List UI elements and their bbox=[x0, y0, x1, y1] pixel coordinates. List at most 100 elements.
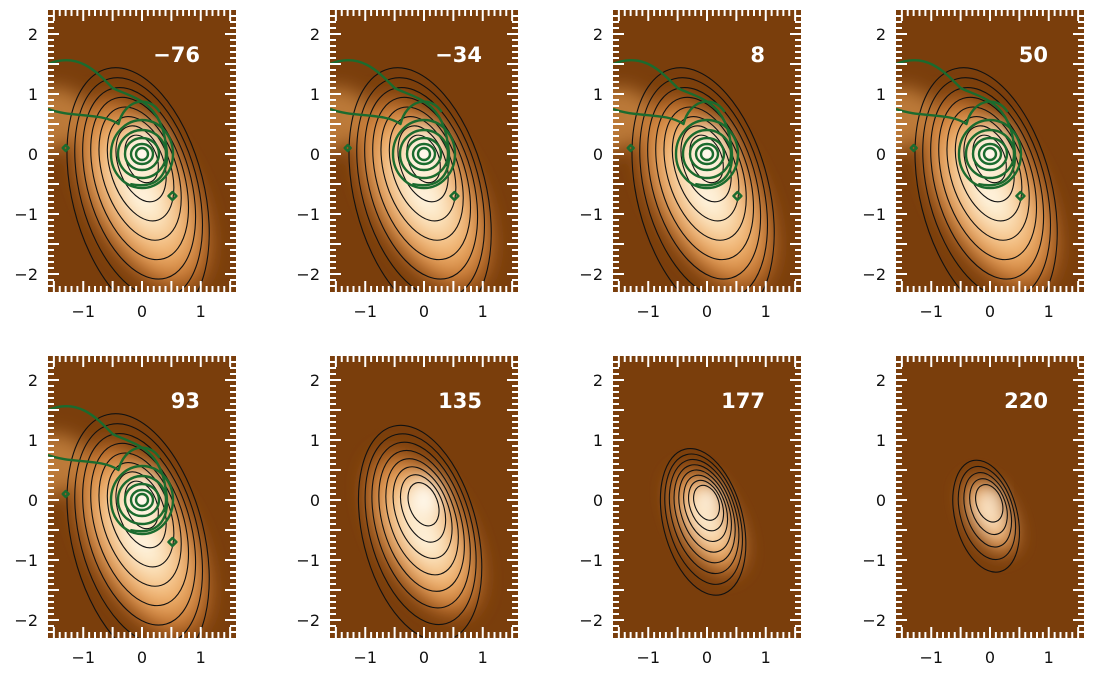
x-tick-label: −1 bbox=[636, 302, 660, 321]
x-tick-label: 0 bbox=[419, 648, 429, 667]
y-tick-label: 0 bbox=[310, 491, 320, 510]
map-contour bbox=[406, 134, 441, 184]
map-contour bbox=[969, 478, 1008, 536]
y-tick-label: 1 bbox=[876, 85, 886, 104]
panel-2: −34 −1 0 1 2 1 0 −1 −2 bbox=[296, 10, 518, 321]
x-tick-label: 1 bbox=[1044, 302, 1054, 321]
panel-label: 135 bbox=[438, 389, 482, 413]
map-contour bbox=[98, 452, 182, 587]
map-contour bbox=[407, 482, 440, 527]
map-contour bbox=[388, 115, 457, 222]
map-contour bbox=[380, 106, 464, 241]
overlay-contour bbox=[134, 146, 150, 162]
map-contour bbox=[972, 134, 1007, 184]
map-contour bbox=[357, 424, 483, 638]
panel-6: 135 −1 0 1 2 1 0 −1 −2 bbox=[296, 356, 518, 667]
y-tick-label: 0 bbox=[310, 145, 320, 164]
panel-label: 220 bbox=[1004, 389, 1048, 413]
y-tick-label: −1 bbox=[579, 551, 603, 570]
map-contour bbox=[364, 433, 477, 626]
frame-ticks bbox=[48, 356, 236, 638]
panel-1: −76 −1 0 1 2 1 0 −1 −2 bbox=[14, 10, 236, 321]
emission-core bbox=[398, 467, 450, 533]
emission-glow bbox=[64, 430, 220, 638]
panel-8: 220 −1 0 1 2 1 0 −1 −2 bbox=[862, 356, 1084, 667]
overlay-contour bbox=[694, 142, 720, 166]
overlay-contour bbox=[109, 118, 175, 190]
overlay-blob bbox=[343, 143, 352, 153]
emission-arm bbox=[48, 433, 85, 499]
x-tick-label: −1 bbox=[919, 302, 943, 321]
map-contour bbox=[963, 472, 1013, 548]
frame-ticks bbox=[613, 356, 801, 638]
overlay-contour bbox=[123, 482, 161, 518]
y-tick-label: −2 bbox=[14, 265, 38, 284]
x-tick-label: −1 bbox=[636, 648, 660, 667]
y-tick-label: 2 bbox=[28, 371, 38, 390]
emission-map bbox=[330, 58, 502, 292]
x-tick-label: 0 bbox=[985, 648, 995, 667]
map-contour bbox=[115, 471, 167, 549]
y-tick-label: 0 bbox=[876, 145, 886, 164]
y-tick-label: −1 bbox=[862, 551, 886, 570]
map-contour bbox=[66, 413, 210, 638]
map-contour bbox=[115, 125, 167, 203]
frame-ticks bbox=[896, 10, 1084, 292]
x-tick-label: 0 bbox=[702, 648, 712, 667]
map-contour bbox=[66, 67, 210, 292]
x-tick-label: 0 bbox=[985, 302, 995, 321]
y-tick-label: −2 bbox=[296, 611, 320, 630]
overlay-blob bbox=[732, 190, 743, 202]
y-tick-label: 0 bbox=[593, 145, 603, 164]
map-contour bbox=[946, 106, 1030, 241]
y-tick-label: 1 bbox=[310, 85, 320, 104]
map-contour bbox=[98, 106, 182, 241]
y-tick-label: −2 bbox=[579, 265, 603, 284]
map-contour bbox=[952, 459, 1020, 573]
panel-label: 50 bbox=[1019, 43, 1048, 67]
map-contour bbox=[397, 125, 449, 203]
map-contour bbox=[74, 423, 204, 638]
x-tick-label: 1 bbox=[478, 302, 488, 321]
panel-4: 50 −1 0 1 2 1 0 −1 −2 bbox=[862, 10, 1084, 321]
y-tick-label: −1 bbox=[296, 205, 320, 224]
x-tick-label: −1 bbox=[919, 648, 943, 667]
x-tick-label: 1 bbox=[1044, 648, 1054, 667]
y-tick-label: 0 bbox=[876, 491, 886, 510]
emission-arm bbox=[613, 87, 650, 153]
overlay-blob bbox=[626, 143, 635, 153]
overlay-contour bbox=[123, 136, 161, 172]
map-contour bbox=[922, 77, 1052, 292]
overlay-contour bbox=[129, 488, 155, 512]
y-tick-label: −1 bbox=[296, 551, 320, 570]
map-contour bbox=[639, 77, 769, 292]
overlay-arm bbox=[48, 446, 161, 472]
x-tick-label: 1 bbox=[196, 302, 206, 321]
overlay-contour bbox=[674, 118, 740, 190]
overlay-contour bbox=[129, 142, 155, 166]
y-tick-label: 2 bbox=[28, 25, 38, 44]
y-tick-label: −2 bbox=[296, 265, 320, 284]
emission-map bbox=[659, 448, 750, 596]
emission-arm bbox=[330, 87, 367, 153]
x-tick-label: 1 bbox=[478, 648, 488, 667]
y-tick-label: −2 bbox=[862, 611, 886, 630]
y-tick-label: 0 bbox=[593, 491, 603, 510]
y-tick-label: 2 bbox=[876, 25, 886, 44]
overlay-contours bbox=[896, 58, 1026, 202]
map-contour bbox=[954, 115, 1023, 222]
x-tick-label: 1 bbox=[761, 648, 771, 667]
emission-glow bbox=[912, 84, 1068, 292]
overlay-contour bbox=[688, 136, 726, 172]
x-tick-label: 1 bbox=[196, 648, 206, 667]
emission-map bbox=[357, 424, 490, 638]
map-contour bbox=[124, 480, 159, 530]
emission-map bbox=[48, 404, 220, 638]
emission-arm bbox=[896, 87, 933, 153]
x-tick-label: 0 bbox=[419, 302, 429, 321]
y-tick-label: 2 bbox=[876, 371, 886, 390]
frame-ticks bbox=[613, 10, 801, 292]
overlay-arm bbox=[330, 100, 443, 126]
y-tick-label: 1 bbox=[28, 85, 38, 104]
overlay-contour bbox=[982, 146, 998, 162]
